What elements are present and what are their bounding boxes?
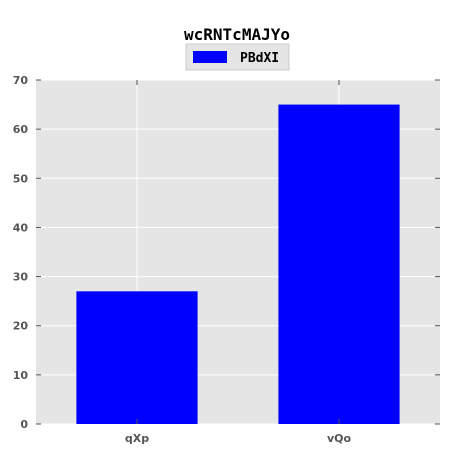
y-tick-label: 10 bbox=[13, 369, 29, 382]
legend-label: PBdXI bbox=[240, 51, 279, 66]
x-tick-label-qXp: qXp bbox=[125, 432, 149, 445]
x-tick-label-vQo: vQo bbox=[327, 432, 352, 445]
bar-qXp bbox=[76, 291, 197, 424]
y-tick-label: 60 bbox=[13, 123, 29, 136]
y-tick-label: 30 bbox=[13, 271, 29, 284]
bar-vQo bbox=[278, 105, 399, 424]
plot-area: 0 10 20 30 40 50 60 70 qXp vQo bbox=[13, 74, 440, 445]
y-tick-label: 40 bbox=[13, 221, 29, 234]
y-tick-label: 20 bbox=[13, 320, 29, 333]
y-tick-label: 0 bbox=[20, 418, 28, 431]
y-tick-label: 50 bbox=[13, 172, 29, 185]
y-tick-label: 70 bbox=[13, 74, 29, 87]
legend-swatch bbox=[193, 51, 227, 63]
legend: PBdXI bbox=[186, 44, 289, 70]
chart-title: wcRNTcMAJYo bbox=[184, 25, 290, 44]
